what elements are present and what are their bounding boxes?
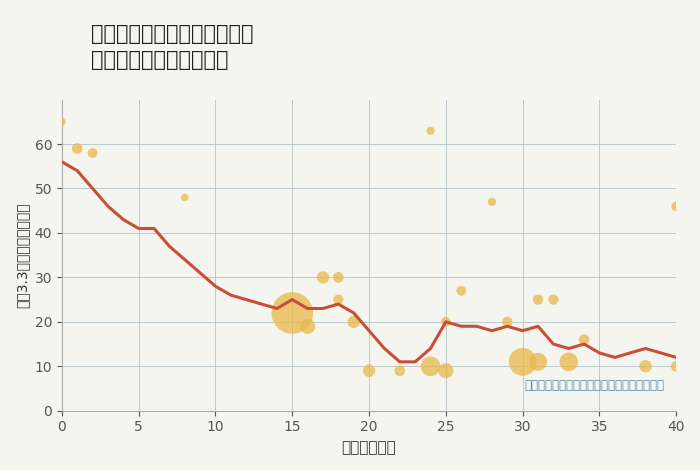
Point (394, 367, 405, 375)
Point (533, 296, 544, 303)
Point (179, 194, 190, 201)
Point (563, 358, 574, 366)
Point (486, 198, 498, 205)
Point (502, 318, 513, 326)
Point (578, 336, 589, 344)
Point (332, 296, 344, 303)
Point (332, 274, 344, 281)
Point (56, 118, 67, 125)
Point (348, 318, 359, 326)
Point (287, 309, 298, 317)
X-axis label: 築年数（年）: 築年数（年） (342, 440, 396, 455)
Point (363, 367, 374, 375)
Point (548, 296, 559, 303)
Point (317, 274, 328, 281)
Point (425, 362, 436, 370)
Text: 円の大きさは、取引のあった物件面積を示す: 円の大きさは、取引のあった物件面積を示す (524, 379, 664, 392)
Point (517, 358, 528, 366)
Point (425, 127, 436, 134)
Point (87, 149, 98, 157)
Point (671, 203, 682, 210)
Point (640, 362, 651, 370)
Point (440, 367, 452, 375)
Text: 兵庫県養父市八鹿町上網場の
築年数別中古戸建て価格: 兵庫県養父市八鹿町上網場の 築年数別中古戸建て価格 (91, 24, 253, 70)
Y-axis label: 坪（3.3㎡）単価（万円）: 坪（3.3㎡）単価（万円） (15, 203, 29, 308)
Point (302, 322, 313, 330)
Point (533, 358, 544, 366)
Point (671, 362, 682, 370)
Point (440, 318, 452, 326)
Point (71, 145, 83, 152)
Point (456, 287, 467, 295)
